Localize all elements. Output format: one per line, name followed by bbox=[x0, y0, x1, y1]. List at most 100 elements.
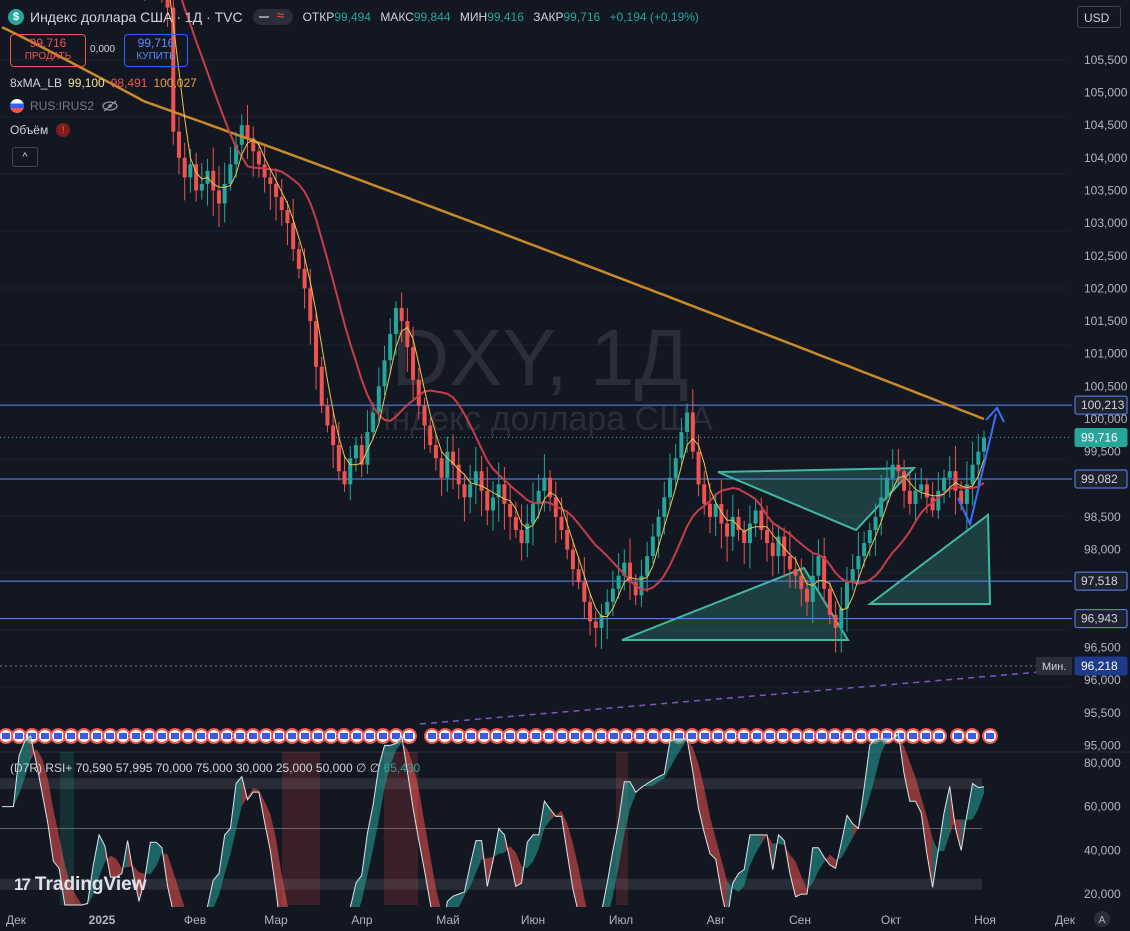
price-tick-label: 104,500 bbox=[1084, 118, 1128, 132]
price-badge-label: 96,218 bbox=[1081, 659, 1118, 673]
event-flag-inner bbox=[968, 733, 976, 739]
price-badge-box bbox=[1074, 395, 1128, 415]
rsi-fill-segment bbox=[116, 858, 122, 878]
rsi-fill-segment bbox=[864, 744, 870, 814]
time-tick-label: Июн bbox=[521, 913, 545, 927]
rsi-fill-segment bbox=[669, 739, 676, 768]
candle-body bbox=[428, 425, 433, 446]
candle bbox=[839, 587, 844, 653]
rsi-fill-segment bbox=[612, 821, 619, 896]
buy-button[interactable]: 99,716 КУПИТЬ bbox=[124, 34, 188, 67]
candle bbox=[291, 199, 296, 261]
candle bbox=[753, 498, 758, 537]
rsi-fill-segment bbox=[818, 847, 825, 871]
candle-body bbox=[959, 490, 964, 504]
candle-body bbox=[393, 307, 398, 335]
time-tick-label: Мар bbox=[264, 913, 288, 927]
candle-body bbox=[268, 177, 273, 184]
ma-legend[interactable]: 8xMA_LB 99,100 98,491 100,027 bbox=[10, 76, 197, 90]
event-flag bbox=[284, 728, 300, 744]
candle-body bbox=[833, 614, 838, 628]
rsi-fill-segment bbox=[875, 739, 882, 776]
candle-body bbox=[759, 510, 764, 531]
candle-body bbox=[582, 582, 587, 602]
rsi-fill-segment bbox=[789, 854, 796, 897]
event-flag-inner bbox=[506, 733, 514, 739]
candle bbox=[616, 552, 621, 599]
candle-body bbox=[376, 386, 381, 413]
event-flag-inner bbox=[766, 733, 774, 739]
candle bbox=[371, 402, 376, 439]
event-flag-inner bbox=[184, 733, 192, 739]
event-flag bbox=[297, 728, 313, 744]
visibility-toggle-icon[interactable] bbox=[252, 7, 293, 25]
rsi-legend[interactable]: (D7R) RSI+ 70,590 57,995 70,000 75,000 3… bbox=[10, 761, 420, 775]
spread-value: 0,000 bbox=[90, 44, 116, 55]
price-badge: 99,082 bbox=[1074, 469, 1128, 489]
ma1-value: 99,100 bbox=[68, 76, 105, 90]
candle-body bbox=[742, 530, 747, 544]
candle bbox=[325, 397, 330, 433]
candle bbox=[399, 292, 404, 343]
event-flag-inner bbox=[15, 733, 23, 739]
candle bbox=[199, 162, 204, 200]
candle-body bbox=[719, 503, 724, 524]
rsi-fill-segment bbox=[972, 783, 979, 820]
price-tick-label: 95,000 bbox=[1084, 739, 1121, 753]
currency-select[interactable]: USD bbox=[1077, 6, 1121, 28]
symbol-title[interactable]: Индекс доллара США · 1Д · TVC bbox=[30, 9, 243, 25]
event-flag bbox=[232, 728, 248, 744]
candle-body bbox=[953, 471, 958, 491]
rsi-fill-segment bbox=[407, 749, 414, 809]
candle-body bbox=[884, 477, 889, 498]
candle bbox=[485, 466, 490, 526]
volume-legend[interactable]: Объём ! bbox=[10, 123, 71, 137]
candle-body bbox=[673, 458, 678, 478]
time-axis: Дек 2025 Фев Мар Апр Май Июн Июл Авг Сен Окт Ноя Дек… bbox=[0, 907, 1130, 931]
rus-legend[interactable]: RUS:IRUS2 bbox=[10, 99, 118, 113]
candle-body bbox=[570, 549, 575, 570]
tradingview-logo[interactable]: 17 TradingView bbox=[14, 874, 147, 896]
sell-button[interactable]: 99,716 ПРОДАТЬ bbox=[10, 34, 86, 67]
ma-slow-line bbox=[1, 26, 985, 421]
event-flag bbox=[905, 728, 921, 744]
rsi-fill-segment bbox=[270, 814, 277, 891]
rsi-fill-segment bbox=[550, 809, 556, 821]
candle-body bbox=[793, 569, 798, 576]
candle-body bbox=[291, 223, 296, 250]
candle-body bbox=[879, 497, 884, 517]
event-flag bbox=[476, 728, 492, 744]
candle bbox=[787, 530, 792, 588]
event-flag-inner bbox=[558, 733, 566, 739]
event-flag-inner bbox=[779, 733, 787, 739]
rsi-fill-segment bbox=[70, 884, 77, 905]
eye-hidden-icon[interactable] bbox=[102, 100, 118, 112]
rsi-alert-zone bbox=[282, 752, 320, 905]
candle-body bbox=[765, 530, 770, 544]
event-flag bbox=[593, 728, 609, 744]
price-tick-label: 96,000 bbox=[1084, 673, 1121, 687]
candle bbox=[319, 356, 324, 414]
event-flag-inner bbox=[883, 733, 891, 739]
time-tick-label: 2025 bbox=[89, 913, 116, 927]
time-tick-label: Авг bbox=[707, 913, 726, 927]
candle-body bbox=[633, 582, 638, 596]
collapse-legend-button[interactable]: ^ bbox=[12, 147, 38, 167]
price-badge-label: 100,213 bbox=[1081, 398, 1125, 412]
warning-icon[interactable]: ! bbox=[56, 123, 71, 137]
candle-body bbox=[565, 530, 570, 550]
event-flag bbox=[502, 728, 518, 744]
event-flag-inner bbox=[392, 733, 400, 739]
buy-price: 99,716 bbox=[137, 36, 175, 50]
candle bbox=[628, 538, 633, 600]
candle-body bbox=[656, 516, 661, 537]
candle-body bbox=[262, 164, 267, 178]
price-tick-label: 103,000 bbox=[1084, 216, 1128, 230]
candle-body bbox=[416, 379, 421, 406]
candle bbox=[867, 522, 872, 557]
candle-body bbox=[610, 588, 615, 602]
candle bbox=[382, 345, 387, 396]
candle-body bbox=[182, 157, 187, 178]
event-flag bbox=[853, 728, 869, 744]
